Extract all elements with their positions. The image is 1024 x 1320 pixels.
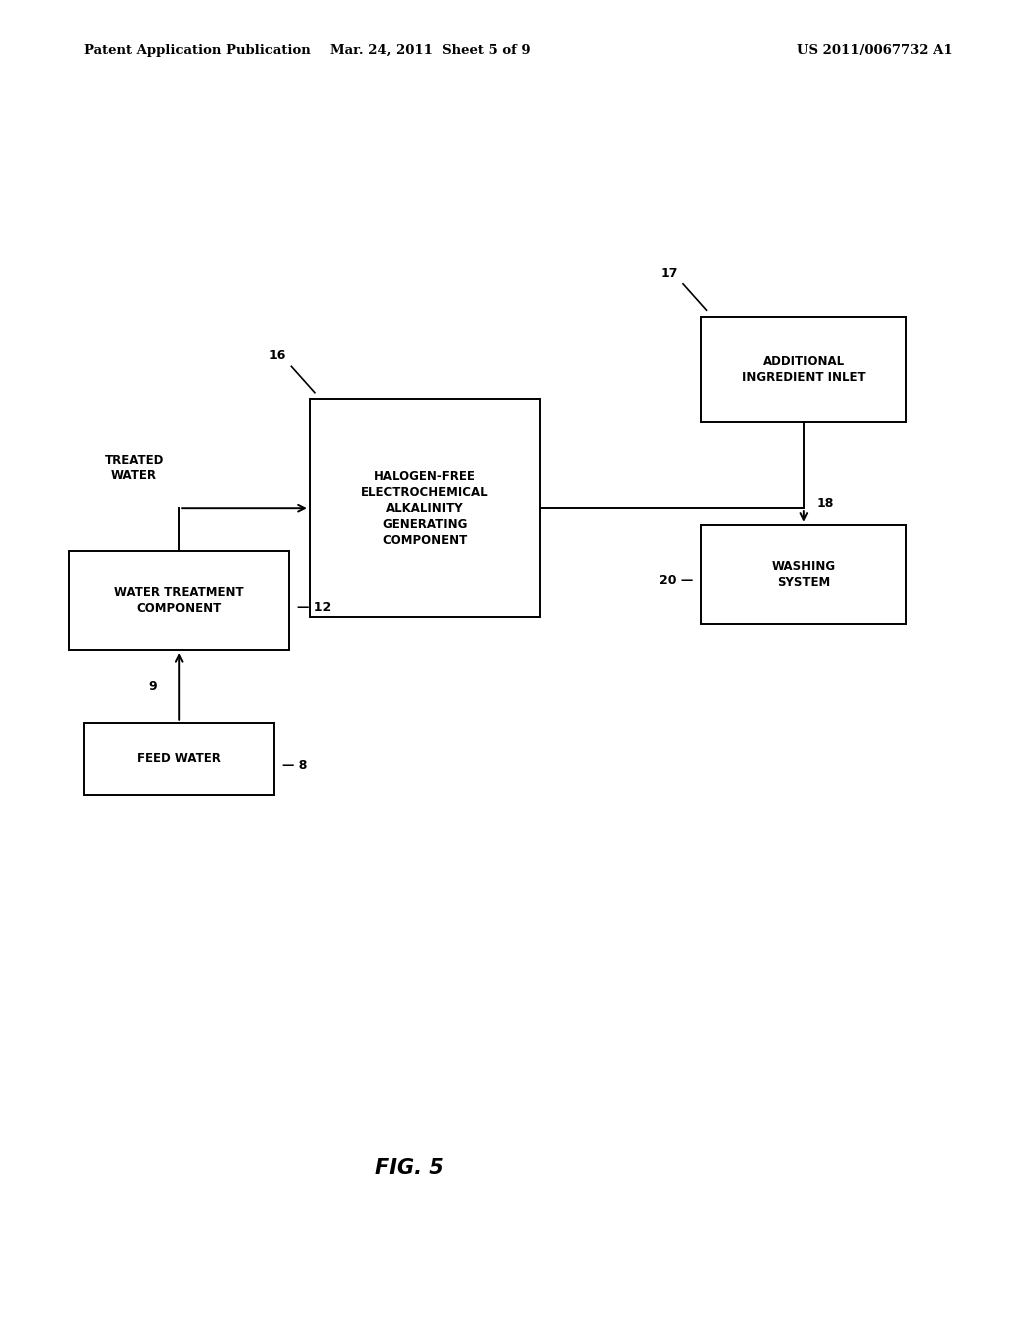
Text: WASHING
SYSTEM: WASHING SYSTEM (772, 560, 836, 589)
Text: Mar. 24, 2011  Sheet 5 of 9: Mar. 24, 2011 Sheet 5 of 9 (330, 44, 530, 57)
Text: 18: 18 (816, 496, 834, 510)
Text: 9: 9 (148, 680, 157, 693)
Text: Patent Application Publication: Patent Application Publication (84, 44, 310, 57)
Text: 20 —: 20 — (659, 574, 693, 587)
Bar (69, 552, 289, 649)
Bar (309, 399, 541, 618)
Text: — 12: — 12 (297, 601, 332, 614)
Text: US 2011/0067732 A1: US 2011/0067732 A1 (797, 44, 952, 57)
Text: HALOGEN-FREE
ELECTROCHEMICAL
ALKALINITY
GENERATING
COMPONENT: HALOGEN-FREE ELECTROCHEMICAL ALKALINITY … (361, 470, 488, 546)
Text: 17: 17 (660, 267, 678, 280)
Text: — 8: — 8 (282, 759, 307, 772)
Text: 16: 16 (269, 350, 286, 362)
Bar (701, 525, 906, 624)
Bar (701, 317, 906, 422)
Text: WATER TREATMENT
COMPONENT: WATER TREATMENT COMPONENT (115, 586, 244, 615)
Text: TREATED
WATER: TREATED WATER (104, 454, 164, 482)
Text: FEED WATER: FEED WATER (137, 752, 221, 766)
Bar (84, 723, 273, 795)
Text: FIG. 5: FIG. 5 (375, 1158, 444, 1179)
Text: ADDITIONAL
INGREDIENT INLET: ADDITIONAL INGREDIENT INLET (742, 355, 865, 384)
